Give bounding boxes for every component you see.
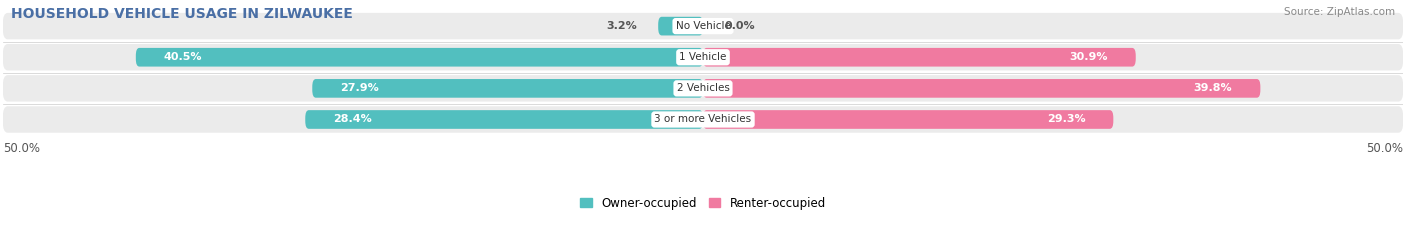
FancyBboxPatch shape <box>3 13 1403 39</box>
Text: No Vehicle: No Vehicle <box>675 21 731 31</box>
FancyBboxPatch shape <box>3 44 1403 70</box>
FancyBboxPatch shape <box>703 79 1260 98</box>
FancyBboxPatch shape <box>3 75 1403 102</box>
FancyBboxPatch shape <box>136 48 703 67</box>
Text: 29.3%: 29.3% <box>1046 114 1085 124</box>
Text: 1 Vehicle: 1 Vehicle <box>679 52 727 62</box>
FancyBboxPatch shape <box>703 110 1114 129</box>
FancyBboxPatch shape <box>703 48 1136 67</box>
FancyBboxPatch shape <box>658 17 703 35</box>
FancyBboxPatch shape <box>305 110 703 129</box>
Text: 30.9%: 30.9% <box>1069 52 1108 62</box>
Text: 28.4%: 28.4% <box>333 114 373 124</box>
Text: 3 or more Vehicles: 3 or more Vehicles <box>654 114 752 124</box>
Legend: Owner-occupied, Renter-occupied: Owner-occupied, Renter-occupied <box>579 197 827 210</box>
Text: 40.5%: 40.5% <box>165 52 202 62</box>
Text: 3.2%: 3.2% <box>606 21 637 31</box>
Text: 39.8%: 39.8% <box>1194 83 1233 93</box>
Text: 50.0%: 50.0% <box>3 142 39 155</box>
Text: 27.9%: 27.9% <box>340 83 380 93</box>
FancyBboxPatch shape <box>312 79 703 98</box>
Text: 2 Vehicles: 2 Vehicles <box>676 83 730 93</box>
Text: 0.0%: 0.0% <box>724 21 755 31</box>
FancyBboxPatch shape <box>3 106 1403 133</box>
Text: Source: ZipAtlas.com: Source: ZipAtlas.com <box>1284 7 1395 17</box>
Text: 50.0%: 50.0% <box>1367 142 1403 155</box>
Text: HOUSEHOLD VEHICLE USAGE IN ZILWAUKEE: HOUSEHOLD VEHICLE USAGE IN ZILWAUKEE <box>11 7 353 21</box>
